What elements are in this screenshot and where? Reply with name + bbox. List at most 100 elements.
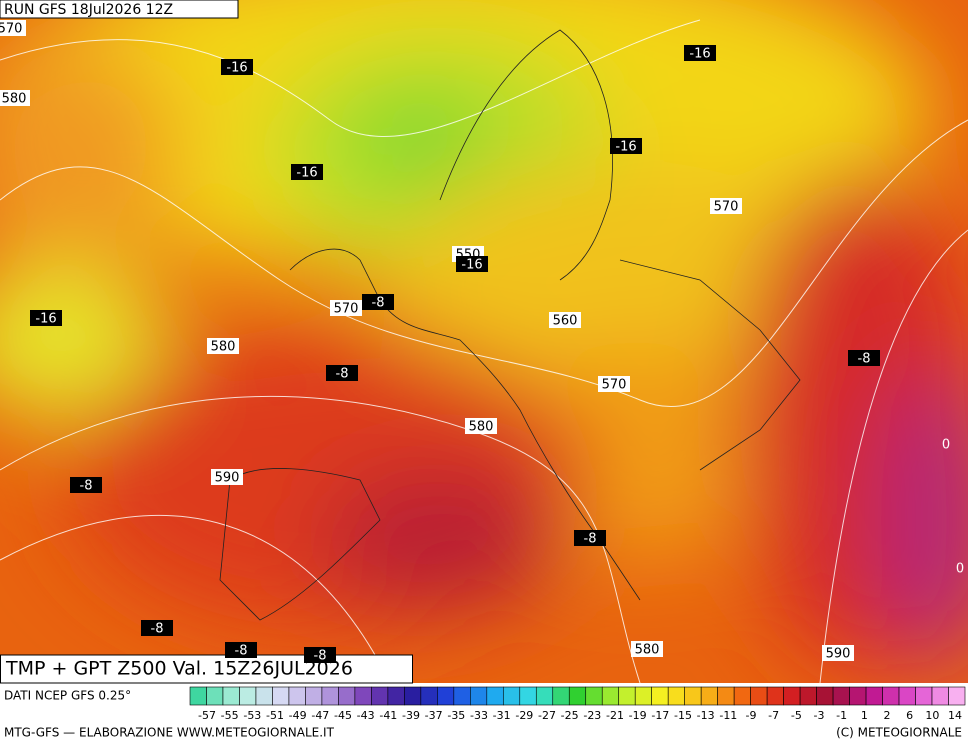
scale-swatch: [568, 686, 587, 706]
map-field: [0, 0, 968, 683]
contour-label: -16: [35, 312, 56, 327]
scale-label: -19: [629, 709, 647, 722]
scale-label: -55: [221, 709, 239, 722]
contour-label-box: [684, 45, 716, 61]
scale-swatch: [684, 686, 702, 706]
scale-swatch: [651, 686, 669, 706]
contour-label-box: [225, 642, 257, 658]
contour-label-box: [631, 641, 663, 657]
contour-label-box: [574, 530, 606, 546]
scale-swatch: [305, 686, 323, 706]
scale-swatch: [206, 686, 224, 706]
scale-swatch: [519, 686, 537, 706]
scale-label: -9: [746, 709, 757, 722]
scale-swatch: [915, 686, 933, 706]
contour-label-box: [30, 310, 62, 326]
contour-label: 580: [635, 643, 660, 658]
scale-swatch: [898, 686, 916, 706]
scale-label: -53: [243, 709, 261, 722]
contour-label-box: [0, 20, 26, 36]
contour-label: 570: [602, 378, 627, 393]
scale-swatch: [816, 686, 834, 706]
contour-label-box: [0, 90, 30, 106]
scale-swatch: [354, 686, 372, 706]
contour-label-box: [362, 294, 394, 310]
scale-swatch: [799, 686, 817, 706]
scale-swatch: [832, 686, 850, 706]
scale-swatch: [502, 686, 521, 706]
scale-swatch: [272, 686, 290, 706]
scale-swatch: [766, 686, 784, 706]
scale-label: -21: [606, 709, 624, 722]
credit-label: MTG-GFS — ELABORAZIONE WWW.METEOGIORNALE…: [4, 726, 335, 740]
title-box: [0, 654, 413, 684]
contour-label: -8: [336, 367, 349, 382]
scale-swatch: [717, 686, 735, 706]
scale-label: -25: [561, 709, 579, 722]
contour-label-box: [549, 312, 581, 328]
contour-label: 0: [942, 438, 950, 453]
scale-label: -43: [357, 709, 375, 722]
contour-label: -8: [314, 649, 327, 664]
scale-label: -27: [538, 709, 556, 722]
scale-label: -35: [447, 709, 465, 722]
scale-swatch: [849, 686, 867, 706]
scale-label: -17: [651, 709, 669, 722]
run-box: [0, 0, 239, 19]
scale-label: 10: [925, 709, 939, 722]
scale-label: -23: [583, 709, 601, 722]
scale-label: 1: [861, 709, 868, 722]
contour-label-box: [848, 350, 880, 366]
contour-label: 570: [0, 22, 22, 37]
contour-label-box: [610, 138, 642, 154]
scale-swatch: [321, 686, 339, 706]
scale-swatch: [222, 686, 240, 706]
scale-swatch: [733, 686, 751, 706]
map-title: TMP + GPT Z500 Val. 15Z26JUL2026: [5, 658, 353, 680]
scale-swatch: [189, 686, 207, 706]
scale-label: -45: [334, 709, 352, 722]
contour-label: -8: [858, 352, 871, 367]
contour-label-box: [207, 338, 239, 354]
scale-swatch: [404, 686, 422, 706]
scale-label: -33: [470, 709, 488, 722]
scale-label: -15: [674, 709, 692, 722]
scale-swatch: [437, 686, 455, 706]
contour-label: 580: [2, 92, 27, 107]
scale-label: -5: [791, 709, 802, 722]
scale-swatch: [865, 686, 883, 706]
scale-swatch: [552, 686, 570, 706]
contour-label-box: [211, 469, 243, 485]
contour-label: -16: [615, 140, 636, 155]
contour-label: 580: [211, 340, 236, 355]
scale-label: -11: [719, 709, 737, 722]
scale-swatch: [750, 686, 768, 706]
contour-label-box: [304, 647, 336, 663]
copyright-label: (C) METEOGIORNALE: [836, 726, 962, 740]
scale-swatch: [931, 686, 949, 706]
scale-swatch: [601, 686, 620, 706]
scale-swatch: [387, 686, 405, 706]
contour-label-box: [822, 645, 854, 661]
source-label: DATI NCEP GFS 0.25°: [4, 689, 131, 703]
scale-label: -49: [289, 709, 307, 722]
scale-swatch: [783, 686, 801, 706]
contour-label-box: [70, 477, 102, 493]
scale-swatch: [667, 686, 685, 706]
scale-swatch: [634, 686, 653, 706]
scale-swatch: [288, 686, 306, 706]
scale-swatch: [453, 686, 471, 706]
contour-label: -16: [226, 61, 247, 76]
scale-swatch: [535, 686, 554, 706]
scale-label: -31: [493, 709, 511, 722]
contour-label-box: [465, 418, 497, 434]
scale-swatch: [470, 686, 488, 706]
scale-swatch: [338, 686, 356, 706]
contour-label: 590: [215, 471, 240, 486]
contour-label-box: [456, 256, 488, 272]
scale-swatch: [618, 686, 636, 706]
contour-label-box: [291, 164, 323, 180]
scale-label: -3: [814, 709, 825, 722]
run-label: RUN GFS 18Jul2026 12Z: [4, 2, 173, 18]
